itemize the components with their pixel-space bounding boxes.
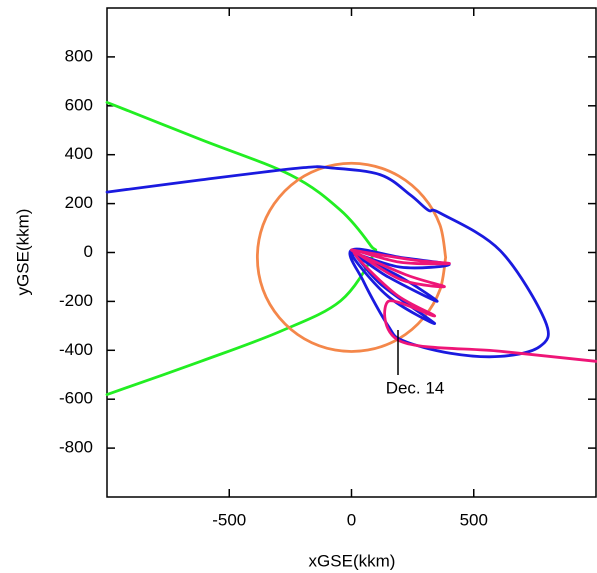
plot-frame	[106, 7, 597, 498]
y-tick-label: 0	[84, 242, 93, 261]
y-tick-label: -600	[59, 389, 93, 408]
y-tick-label: 400	[65, 144, 93, 163]
annotation: Dec. 14	[386, 378, 445, 397]
y-tick-label: -800	[59, 438, 93, 457]
x-tick-label: -500	[212, 510, 246, 529]
x-tick-label: 500	[460, 510, 488, 529]
trajectory	[105, 165, 550, 359]
trajectory	[105, 100, 378, 396]
y-tick-label: -400	[59, 340, 93, 359]
y-axis-label: yGSE(kkm)	[13, 209, 32, 296]
x-axis-label: xGSE(kkm)	[309, 551, 396, 570]
y-tick-label: 800	[65, 46, 93, 65]
x-tick-label: 0	[347, 510, 356, 529]
y-tick-label: 600	[65, 95, 93, 114]
y-tick-label: -200	[59, 291, 93, 310]
trajectory	[350, 248, 597, 363]
y-tick-label: 200	[65, 193, 93, 212]
